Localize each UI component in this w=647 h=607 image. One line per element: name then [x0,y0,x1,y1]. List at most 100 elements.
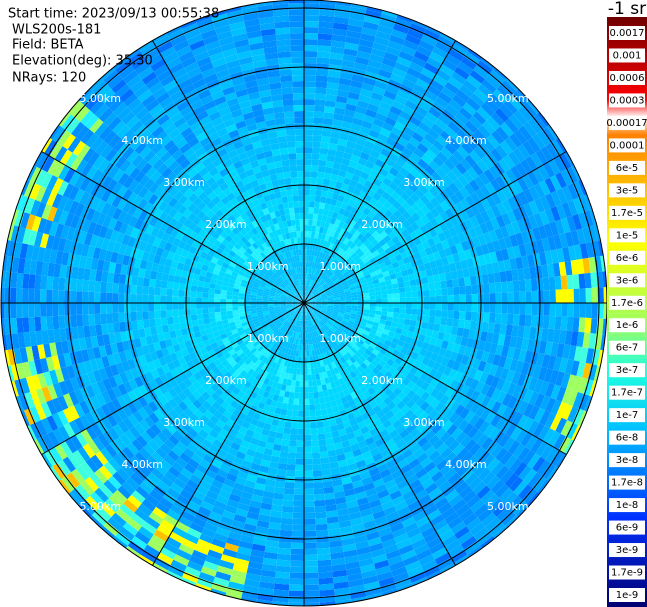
scan-cell [283,493,294,501]
scan-cell [313,292,320,297]
scan-cell [286,297,293,300]
scan-cell [308,255,312,262]
scan-cell [334,360,340,368]
scan-cell [173,275,181,284]
scan-cell [106,303,113,314]
scan-cell [267,280,274,285]
scan-cell [320,308,327,312]
scan-cell [295,294,300,299]
scan-cell [278,285,285,290]
scan-cell [292,289,297,295]
scan-cell [257,327,264,333]
scan-cell [262,304,269,308]
scan-cell [320,310,326,314]
scan-cell [357,338,365,346]
scan-cell [302,285,304,292]
scan-cell [267,261,274,268]
scan-cell [297,428,304,435]
scan-cell [246,267,254,273]
scan-cell [297,273,301,280]
scan-cell [290,422,298,429]
scan-cell [315,336,320,343]
scan-cell [317,257,322,264]
scan-cell [310,267,314,274]
scan-cell [268,304,275,307]
scan-cell [250,305,257,309]
scan-cell [331,288,338,293]
scan-cell [275,270,282,277]
scan-cell [280,299,287,302]
scan-cell [489,312,496,324]
scan-cell [257,345,264,352]
scan-cell [291,331,295,338]
scan-cell [240,362,248,370]
scan-cell [160,317,168,326]
scan-cell [313,331,317,338]
scan-cell [429,289,436,297]
scan-cell [446,318,454,327]
scan-cell [310,274,314,281]
scan-cell [284,421,292,429]
scan-cell [306,350,310,357]
scan-cell [226,294,233,300]
scan-cell [314,105,325,113]
scan-cell [281,87,293,95]
scan-cell [299,326,302,333]
scan-cell [309,303,316,306]
scan-cell [471,311,478,322]
scan-cell [254,232,262,240]
scan-cell [287,294,294,299]
scan-cell [286,257,291,264]
scan-cell [320,334,325,341]
scan-cell [329,273,336,279]
scan-cell [166,288,173,297]
scan-cell [313,237,318,245]
scan-cell [226,303,233,308]
scan-cell [301,350,304,357]
scan-cell [320,327,326,334]
scan-cell [320,463,331,471]
scan-cell [366,280,374,286]
scan-cell [348,317,356,323]
scan-cell [290,361,295,369]
scan-cell [273,335,280,342]
scan-cell [411,303,418,309]
scan-cell [256,303,263,306]
scan-cell [327,280,334,286]
scan-cell [231,257,239,264]
scan-cell [286,342,291,349]
scan-cell [311,311,316,317]
scan-cell [285,321,290,328]
scan-cell [304,452,313,459]
scan-cell [326,292,333,296]
scan-cell [263,325,270,332]
scan-cell [304,404,310,411]
scan-cell [227,282,235,288]
scan-cell [489,282,496,294]
scan-cell [353,368,361,376]
scan-cell [356,358,364,366]
scan-cell [324,492,335,500]
scan-cell [304,380,309,387]
scan-cell [257,313,265,318]
scan-cell [312,343,317,350]
scan-cell [263,335,271,342]
scan-cell [268,367,275,375]
scan-cell [292,404,299,411]
scan-cell [118,303,125,313]
scan-cell [289,256,294,264]
scan-cell [326,329,333,336]
scan-cell [327,306,334,310]
scan-cell [232,303,239,307]
scan-cell [326,310,333,314]
scan-cell [220,294,227,299]
scan-cell [316,286,322,291]
scan-cell [288,317,294,323]
scan-cell [218,255,227,263]
scan-cell [229,338,237,345]
scan-cell [250,261,258,268]
scan-cell [272,283,279,288]
scan-cell [319,360,325,367]
scan-cell [203,281,211,288]
scan-cell [316,323,321,329]
